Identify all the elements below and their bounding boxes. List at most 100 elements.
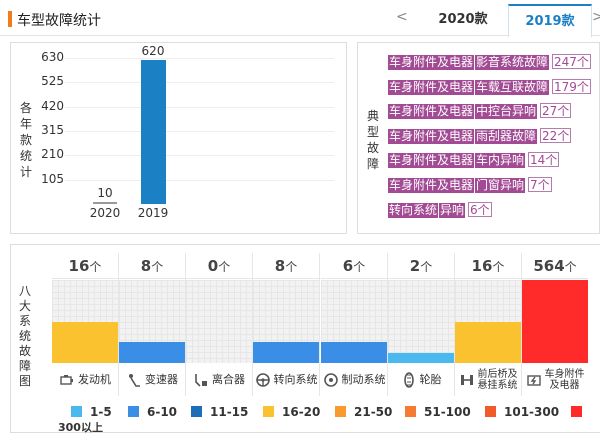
system-count-value: 564 [533, 257, 565, 275]
system-label: 制动系统 [321, 363, 387, 396]
system-count-unit: 个 [151, 260, 164, 274]
legend-swatch [191, 406, 202, 417]
system-label-line: 及电器 [549, 379, 580, 391]
system-column[interactable]: 8个 变速器 [119, 253, 186, 396]
tab-2019[interactable]: 2019款 [508, 4, 592, 37]
fault-name: 中控台异响 [475, 104, 538, 120]
fault-name: 影音系统故障 [475, 55, 550, 70]
system-bar-area [253, 280, 319, 363]
system-label: 发动机 [52, 363, 118, 396]
gridline [65, 180, 334, 181]
system-count-unit: 个 [420, 260, 433, 274]
fault-item[interactable]: 车身附件及电器 车内异响 14个 [388, 152, 560, 169]
system-bar-fill [522, 280, 588, 363]
system-count-unit: 个 [564, 260, 577, 274]
system-column[interactable]: 2个轮胎 [388, 253, 455, 396]
tab-next-arrow-icon[interactable]: > [592, 9, 600, 25]
legend-label: 6-10 [147, 405, 178, 419]
fault-item[interactable]: 车身附件及电器 影音系统故障 247个 [388, 54, 591, 70]
legend-item: 11-15 [191, 405, 248, 419]
system-label: 车身附件 及电器 [522, 363, 588, 396]
side-label-char: 故 [18, 344, 31, 358]
system-label: 离合器 [186, 363, 252, 396]
fault-category: 转向系统 [388, 202, 439, 218]
legend-swatch [71, 406, 82, 417]
legend-label: 16-20 [282, 405, 321, 419]
tab-2020[interactable]: 2020款 [438, 12, 488, 27]
y-tick-label: 315 [41, 123, 64, 137]
legend-swatch [485, 406, 496, 417]
fault-category: 车身附件及电器 [388, 79, 475, 95]
fault-category: 车身附件及电器 [388, 55, 475, 70]
title-accent-mark [8, 11, 12, 27]
side-label-char: 典 [366, 109, 379, 123]
system-count-unit: 个 [353, 260, 366, 274]
legend-label: 101-300 [504, 405, 560, 419]
system-count: 2个 [388, 253, 454, 279]
system-count: 16个 [52, 253, 118, 279]
legend-item: 16-20 [263, 405, 320, 419]
system-bar-area [522, 280, 588, 363]
legend-swatch [335, 406, 346, 417]
bar-2020[interactable] [93, 201, 117, 204]
y-tick-label: 105 [41, 172, 64, 186]
system-bar-fill [52, 321, 118, 363]
system-bar-fill [253, 342, 319, 363]
fault-name: 车载互联故障 [475, 79, 550, 95]
system-count-value: 16 [471, 257, 493, 275]
side-label-char: 障 [366, 157, 379, 171]
fault-item[interactable]: 车身附件及电器 中控台异响 27个 [388, 103, 572, 120]
side-label-char: 统 [18, 329, 31, 343]
legend-item: 1-5 [71, 405, 112, 419]
system-label-text: 轮胎 [419, 373, 442, 386]
fault-count: 14个 [528, 152, 560, 168]
fault-name: 车内异响 [475, 153, 526, 169]
system-column[interactable]: 8个 转向系统 [253, 253, 320, 396]
fault-item[interactable]: 转向系统 异响 6个 [388, 201, 492, 218]
system-bar-area [52, 280, 118, 363]
system-count: 6个 [321, 253, 387, 279]
system-column[interactable]: 564个车身附件 及电器 [522, 253, 588, 396]
year-chart-panel [10, 42, 347, 234]
brake-icon [323, 372, 339, 388]
bar-2019[interactable] [140, 60, 166, 204]
gridline [65, 131, 334, 132]
y-tick-label: 525 [41, 74, 64, 88]
system-label-text: 制动系统 [341, 373, 386, 386]
legend-swatch [263, 406, 274, 417]
clutch-icon [193, 372, 209, 388]
system-column[interactable]: 0个 离合器 [186, 253, 253, 396]
legend-swatch [571, 406, 582, 417]
system-count: 564个 [522, 253, 588, 279]
system-count-unit: 个 [492, 260, 505, 274]
legend-item: 21-50 [335, 405, 392, 419]
legend-item: 101-300 [485, 405, 559, 419]
legend-item: 51-100 [405, 405, 471, 419]
tab-prev-arrow-icon[interactable]: < [396, 9, 408, 25]
y-tick-label: 210 [41, 147, 64, 161]
side-label-char: 年 [19, 117, 32, 131]
system-column[interactable]: 6个制动系统 [321, 253, 388, 396]
system-count-value: 0 [207, 257, 219, 275]
legend-item: 6-10 [128, 405, 177, 419]
system-count: 16个 [455, 253, 521, 279]
gridline [65, 107, 334, 108]
system-count-value: 16 [68, 257, 90, 275]
side-label-char: 型 [366, 125, 379, 139]
header: 车型故障统计 < 2020款 2019款 > [0, 0, 600, 37]
system-bar-fill [455, 321, 521, 363]
fault-name: 门窗异响 [475, 178, 526, 193]
system-count-value: 8 [140, 257, 152, 275]
x-tick-label: 2019 [137, 206, 169, 220]
fault-item[interactable]: 车身附件及电器 门窗异响 7个 [388, 177, 552, 193]
side-label-char: 障 [18, 359, 31, 373]
suspension-icon [459, 372, 475, 388]
fault-item[interactable]: 车身附件及电器 雨刮器故障 22个 [388, 127, 572, 144]
system-label: 前后桥及 悬挂系统 [455, 363, 521, 396]
side-label-char: 各 [19, 101, 32, 115]
engine-icon [59, 372, 75, 388]
system-column[interactable]: 16个前后桥及 悬挂系统 [455, 253, 522, 396]
fault-item[interactable]: 车身附件及电器 车载互联故障 179个 [388, 78, 591, 95]
system-column[interactable]: 16个发动机 [52, 253, 119, 396]
bar-value-label: 620 [141, 44, 165, 59]
